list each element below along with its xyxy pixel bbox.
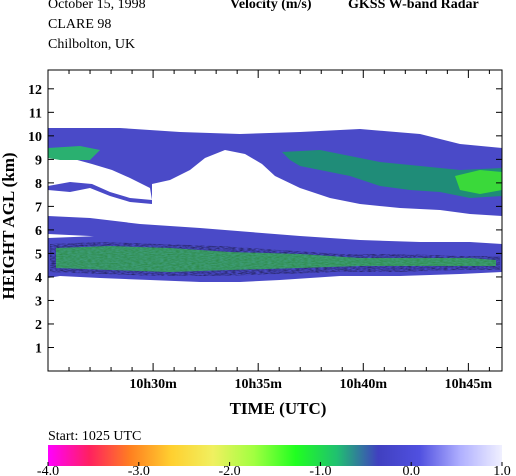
y-tick-label: 4 xyxy=(35,271,42,286)
lower-cloud-core-solid xyxy=(56,246,496,272)
colorbar-bar xyxy=(48,445,502,466)
upper-cloud-bright xyxy=(455,170,502,194)
radar-echo-field xyxy=(48,128,502,282)
upper-cloud-outer xyxy=(48,128,502,216)
colorbar-tick-label: 1.0 xyxy=(493,464,511,476)
y-tick-label: 3 xyxy=(35,294,42,309)
y-tick-label: 12 xyxy=(28,83,42,98)
y-tick-label: 9 xyxy=(35,153,42,168)
colorbar-tick-label: -1.0 xyxy=(309,464,331,476)
upper-cloud-gap xyxy=(48,158,152,200)
instrument-label: GKSS W-band Radar xyxy=(348,0,479,12)
y-axis-label: HEIGHT AGL (km) xyxy=(0,152,18,299)
y-tick-label: 1 xyxy=(35,341,42,356)
chart-title: Velocity (m/s) xyxy=(230,0,312,12)
y-tick-label: 2 xyxy=(35,318,42,333)
y-tick-label: 10 xyxy=(28,130,42,145)
upper-cloud-core xyxy=(282,150,502,198)
x-tick-label: 10h35m xyxy=(234,377,282,392)
campaign-label: CLARE 98 xyxy=(48,17,112,32)
y-tick-label: 6 xyxy=(35,224,42,239)
x-tick-label: 10h40m xyxy=(340,377,388,392)
y-tick-label: 8 xyxy=(35,177,42,192)
plot-frame xyxy=(47,69,503,372)
x-axis: 10h30m 10h35m 10h40m 10h45m xyxy=(47,70,493,392)
y-tick-label: 7 xyxy=(35,200,42,215)
colorbar-ticks: -4.0 -3.0 -2.0 -1.0 0.0 1.0 xyxy=(37,462,511,476)
x-tick-label: 10h45m xyxy=(445,377,493,392)
x-tick-label: 10h30m xyxy=(129,377,177,392)
start-label: Start: 1025 UTC xyxy=(48,429,141,444)
colorbar-tick-label: -2.0 xyxy=(219,464,241,476)
y-tick-label: 5 xyxy=(35,247,42,262)
upper-cloud-core-left xyxy=(48,146,100,160)
colorbar: -4.0 -3.0 -2.0 -1.0 0.0 1.0 xyxy=(37,445,511,476)
y-tick-label: 11 xyxy=(29,106,42,121)
location-label: Chilbolton, UK xyxy=(48,37,136,52)
colorbar-tick-label: -3.0 xyxy=(128,464,150,476)
date-label: October 15, 1998 xyxy=(48,0,146,12)
x-axis-label: TIME (UTC) xyxy=(230,399,327,418)
colorbar-tick-label: 0.0 xyxy=(402,464,420,476)
mid-layer xyxy=(48,216,502,252)
colorbar-tick-label: -4.0 xyxy=(37,464,59,476)
